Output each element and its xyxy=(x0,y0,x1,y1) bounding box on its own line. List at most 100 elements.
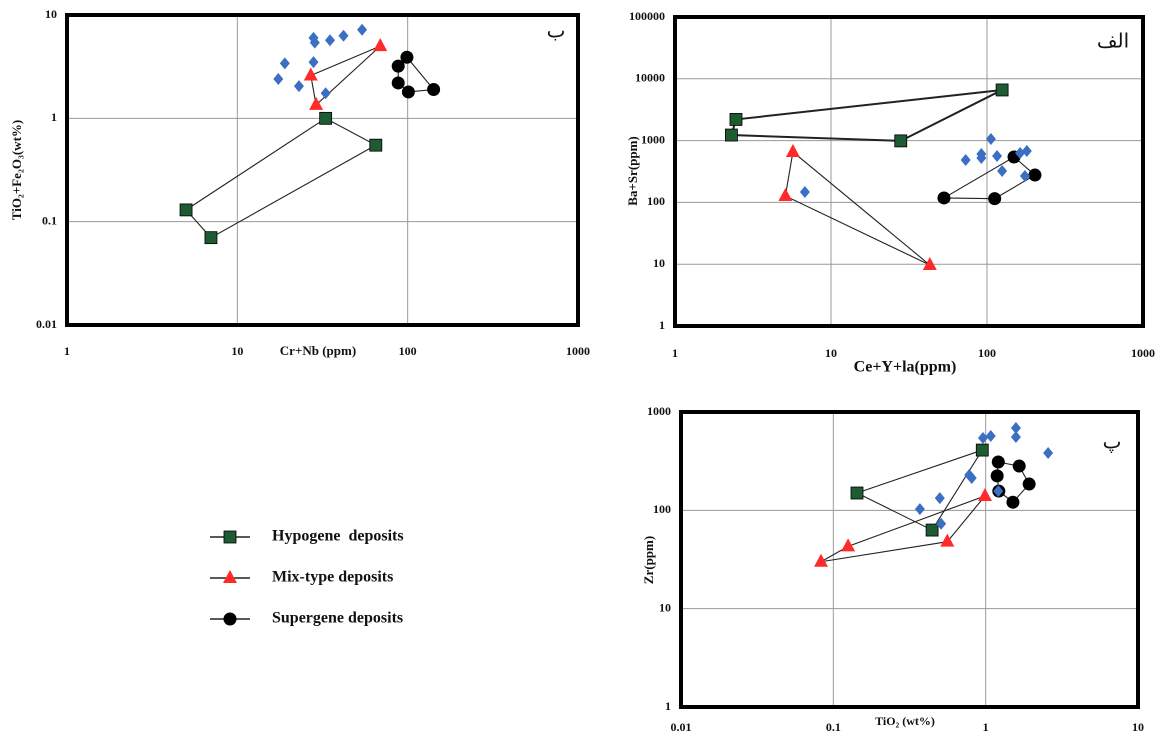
y-tick-label: 10000 xyxy=(635,71,665,85)
x-tick-label: 1 xyxy=(983,720,989,734)
square-marker xyxy=(369,138,383,152)
x-tick-label: 10 xyxy=(825,346,837,360)
circle-marker xyxy=(401,85,415,99)
panel-label: ب xyxy=(547,19,566,43)
diamond-marker xyxy=(1010,430,1021,443)
triangle-marker xyxy=(841,538,856,552)
legend-label: Supergene deposits xyxy=(272,610,403,627)
diamond-marker xyxy=(309,36,320,49)
square-marker xyxy=(179,203,193,217)
diamond-marker xyxy=(985,133,996,146)
legend-label: Hypogene deposits xyxy=(272,528,404,545)
x-tick-label: 100 xyxy=(978,346,996,360)
plot-frame xyxy=(673,15,1145,328)
circle-marker xyxy=(427,83,441,97)
y-tick-label: 100 xyxy=(653,502,671,516)
diamond-marker xyxy=(799,186,810,199)
triangle-marker xyxy=(814,553,829,567)
diamond-marker xyxy=(992,150,1003,163)
diamond-marker xyxy=(325,34,336,47)
y-tick-label: 1000 xyxy=(641,132,665,146)
circle-marker xyxy=(991,455,1005,469)
y-tick-label: 100 xyxy=(647,194,665,208)
diamond-marker xyxy=(1015,147,1026,160)
y-tick-label: 0.1 xyxy=(42,213,57,227)
triangle-marker xyxy=(978,487,993,501)
y-tick-label: 10 xyxy=(659,600,671,614)
triangle-marker xyxy=(309,96,324,110)
diamond-marker xyxy=(1019,170,1030,183)
y-axis-label: Ba+Sr(ppm) xyxy=(625,136,640,206)
circle-marker xyxy=(223,612,237,626)
square-marker xyxy=(894,134,908,148)
plot-area xyxy=(681,412,1138,707)
diamond-marker xyxy=(985,430,996,443)
legend-label: Mix-type deposits xyxy=(272,569,393,586)
triangle-marker xyxy=(373,38,388,52)
triangle-marker xyxy=(223,570,237,583)
triangle-marker xyxy=(778,187,793,201)
diamond-marker xyxy=(977,431,988,444)
y-axis-label: TiO₂+Fe₂O₃(wt%) xyxy=(9,120,24,220)
y-tick-label: 10 xyxy=(45,7,57,21)
circle-marker xyxy=(988,192,1002,206)
square-marker xyxy=(725,128,738,142)
diamond-marker xyxy=(279,57,290,70)
y-tick-label: 1 xyxy=(665,699,671,713)
panel-label: پ xyxy=(1103,430,1122,454)
y-tick-label: 0.01 xyxy=(36,317,57,331)
panel-label: الف xyxy=(1097,29,1129,53)
circle-marker xyxy=(1028,168,1042,182)
triangle-marker xyxy=(785,143,800,157)
circle-marker xyxy=(391,76,405,90)
diamond-marker xyxy=(934,492,945,505)
polygon-outline xyxy=(855,449,984,531)
diamond-marker xyxy=(357,23,368,36)
x-tick-label: 1 xyxy=(64,344,70,358)
square-marker xyxy=(223,530,237,544)
y-tick-label: 1000 xyxy=(647,404,671,418)
diamond-marker xyxy=(936,517,947,530)
plot-area xyxy=(675,17,1143,326)
plot-frame xyxy=(679,410,1140,709)
x-tick-label: 10 xyxy=(1132,720,1144,734)
diamond-marker xyxy=(960,154,971,167)
diamond-marker xyxy=(1021,144,1032,157)
diamond-marker xyxy=(997,165,1008,178)
circle-marker xyxy=(1022,477,1036,491)
square-marker xyxy=(995,83,1009,97)
circle-marker xyxy=(391,59,405,73)
diamond-marker xyxy=(993,485,1004,498)
polygon-outline xyxy=(310,45,381,106)
square-marker xyxy=(975,443,989,457)
x-tick-label: 10 xyxy=(231,344,243,358)
x-tick-label: 0.1 xyxy=(826,720,841,734)
circle-marker xyxy=(1006,495,1020,509)
x-tick-label: 1000 xyxy=(566,344,590,358)
circle-marker xyxy=(400,50,414,64)
triangle-marker xyxy=(303,67,318,81)
y-axis-label: Zr(ppm) xyxy=(641,536,656,584)
y-tick-label: 100000 xyxy=(629,9,665,23)
diamond-marker xyxy=(320,87,331,100)
circle-marker xyxy=(937,191,951,205)
square-marker xyxy=(204,231,218,245)
polygon-outline xyxy=(784,150,931,266)
square-marker xyxy=(319,111,333,125)
circle-marker xyxy=(990,469,1004,483)
diamond-marker xyxy=(273,73,284,86)
square-marker xyxy=(925,523,939,537)
diamond-marker xyxy=(293,80,304,93)
x-tick-label: 0.01 xyxy=(671,720,692,734)
square-marker xyxy=(850,486,864,500)
diamond-marker xyxy=(966,472,977,485)
x-tick-label: 100 xyxy=(399,344,417,358)
y-tick-label: 1 xyxy=(659,318,665,332)
diamond-marker xyxy=(308,56,319,69)
diamond-marker xyxy=(914,503,925,516)
triangle-marker xyxy=(940,533,955,547)
x-axis-label: Cr+Nb (ppm) xyxy=(280,343,356,358)
plot-area xyxy=(67,15,578,325)
